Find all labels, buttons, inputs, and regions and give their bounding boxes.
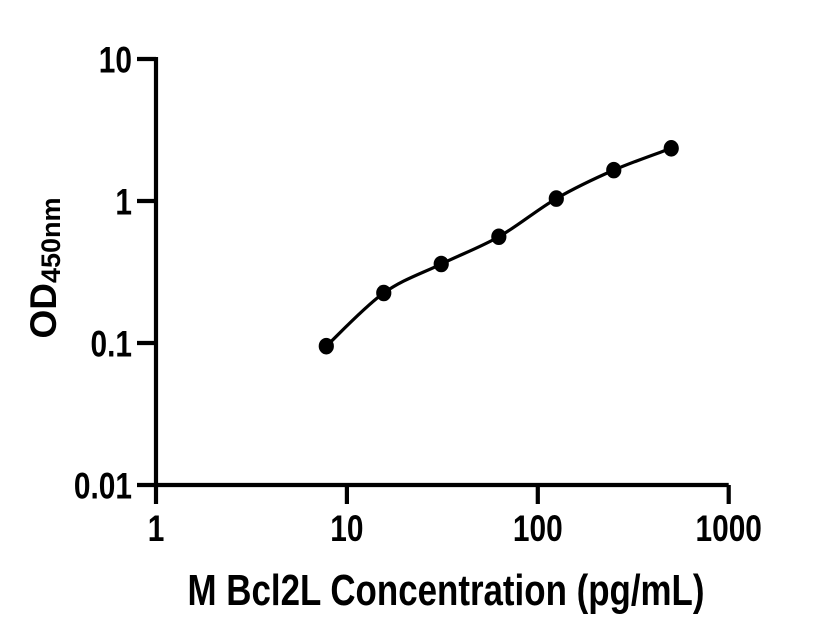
x-tick-label: 100 <box>513 508 563 549</box>
data-point-marker <box>433 255 449 273</box>
data-point-marker <box>548 190 564 207</box>
x-tick-label: 1 <box>148 508 165 549</box>
x-axis-title: M Bcl2L Concentration (pg/mL) <box>188 566 705 615</box>
x-tick-label: 1000 <box>696 508 762 549</box>
tick-labels-layer: 10 1 0.1 0.01 1 10 100 1000 <box>74 40 762 550</box>
y-tick-label: 0.01 <box>74 466 132 507</box>
fitted-standard-curve <box>324 146 673 348</box>
y-axis-title: OD450nm <box>23 197 66 338</box>
x-tick-label: 10 <box>330 508 363 549</box>
ticks-layer <box>137 56 731 504</box>
data-point-marker <box>606 161 622 179</box>
data-point-marker <box>663 140 679 157</box>
plot-layer <box>318 140 679 355</box>
data-point-marker <box>318 337 334 355</box>
y-tick-label: 10 <box>99 40 132 81</box>
data-point-marker <box>376 284 392 302</box>
y-axis-title-subscript: 450nm <box>36 197 66 283</box>
axes-layer <box>153 57 729 488</box>
y-tick-label: 0.1 <box>91 324 133 365</box>
y-tick-label: 1 <box>115 182 132 223</box>
data-point-marker <box>491 228 507 246</box>
y-axis-title-main: OD <box>23 283 64 339</box>
